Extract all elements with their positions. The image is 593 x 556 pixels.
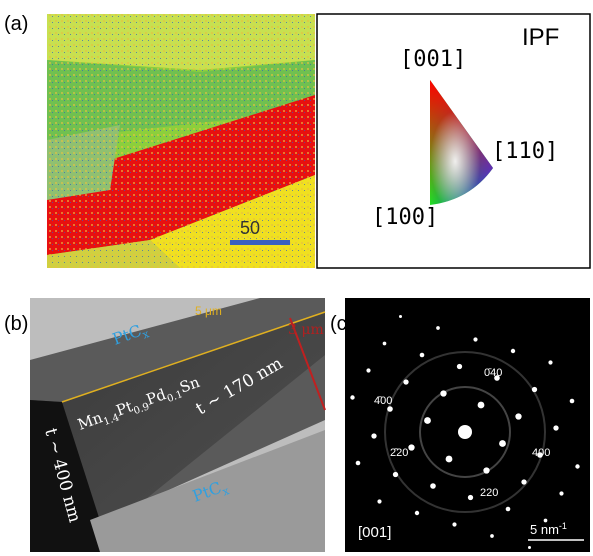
ebsd-map: 50 [47,14,315,268]
diffraction-spot [408,444,414,450]
diffraction-spot [371,433,376,438]
width-label: 3 μm [288,322,324,338]
scale-label: 50 [240,218,260,238]
diffraction-spot [515,413,521,419]
spot-label: 4̄00 [374,395,392,407]
diffraction-spot [356,461,361,466]
diffraction-spot [575,464,579,468]
diffraction-spot [490,534,494,538]
diffraction-spot [483,467,489,473]
superscript: -1 [559,521,567,531]
figure: (a) 50 IPF [001] [110] [100] (b) 5 μm 3 … [0,0,593,556]
diffraction-spot [430,483,436,489]
diffraction-spot [478,402,485,409]
diffraction-spot [415,511,419,515]
diffraction-spot [473,337,477,341]
diffraction-spot [457,364,462,369]
diffraction-spot [570,399,575,404]
diffraction-spot [383,342,387,346]
diffraction-spot [511,349,515,353]
diffraction-spot [393,472,398,477]
diffraction-spot [499,440,506,447]
diffraction-spot [350,395,354,399]
diffraction-spot [403,379,408,384]
diffraction-spot [440,390,446,396]
diffraction-spot [399,315,402,318]
diffraction-pattern [345,298,590,552]
diffraction-spot [377,499,381,503]
diffraction-spot [521,479,526,484]
panel-label: (a) [4,13,28,35]
diffraction-spot [468,495,473,500]
diffraction-spot [424,417,431,424]
diffraction-spot [446,456,453,463]
spot-label: 400 [532,447,550,459]
ipf-title: IPF [522,24,559,51]
diffraction-spot [387,406,393,412]
spot-label: 220 [480,487,498,499]
diffraction-spot [458,425,472,439]
diffraction-spot [559,491,563,495]
diffraction-spot [532,387,537,392]
diffraction-spot [452,522,456,526]
pole-label: [100] [372,205,438,230]
pole-label: [001] [400,47,466,72]
diffraction-spot [548,360,552,364]
diffraction-spot [366,368,370,372]
length-label: 5 μm [195,304,222,318]
diffraction-spot [506,507,511,512]
diffraction-spot [420,353,425,358]
text: 5 nm [530,522,559,537]
zone-axis: [001] [358,524,391,541]
diffraction-spot [436,326,440,330]
panel-label: (b) [4,313,28,335]
diffraction-spot [553,425,558,430]
diffraction-spot [528,546,531,549]
pole-label: [110] [492,139,558,164]
spot-label: 2̄20 [390,447,408,459]
spot-label: 0̄40 [484,367,502,379]
